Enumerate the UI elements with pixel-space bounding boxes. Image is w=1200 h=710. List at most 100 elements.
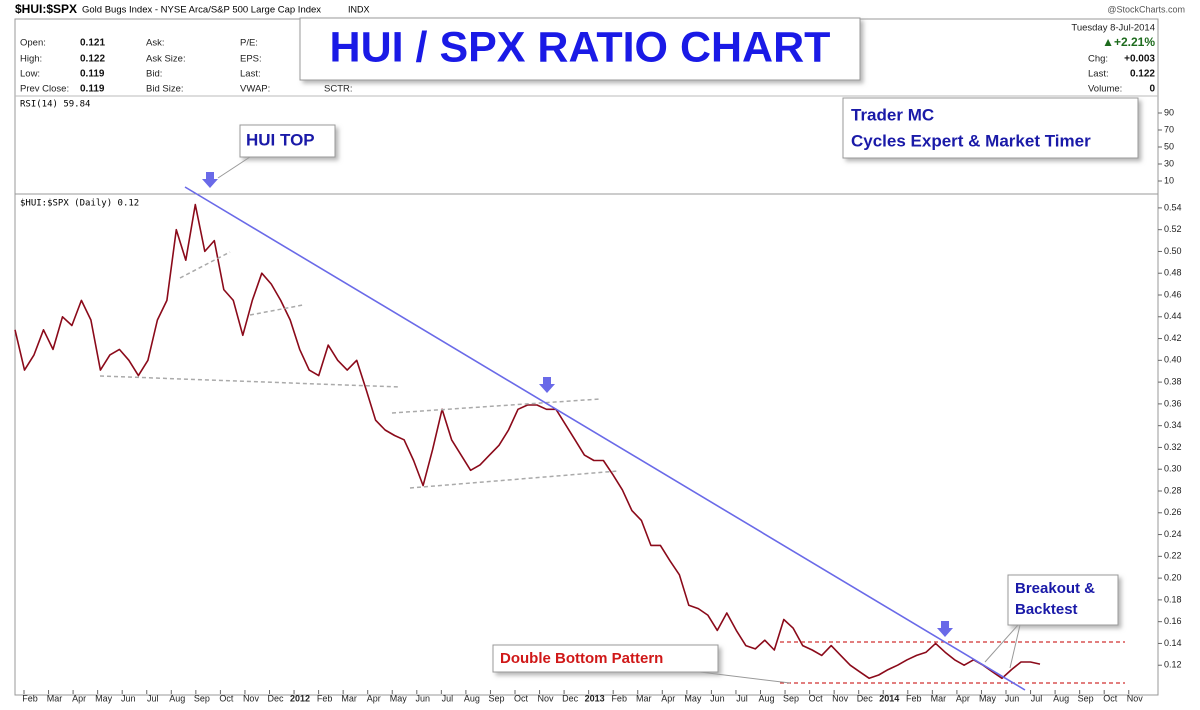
x-tick-label: Aug xyxy=(758,693,774,703)
y-tick-label: 0.28 xyxy=(1164,485,1182,495)
y-tick-label: 30 xyxy=(1164,158,1174,168)
y-tick-label: 0.40 xyxy=(1164,355,1182,365)
arrows xyxy=(202,172,953,637)
quote-label: High: xyxy=(20,54,42,65)
quote-value: 0.119 xyxy=(80,69,105,80)
legend: $HUI:$SPX (Daily) 0.12 xyxy=(20,199,139,209)
x-tick-label: Jun xyxy=(416,693,431,703)
quote-label: Prev Close: xyxy=(20,84,69,95)
quote-value: 0.122 xyxy=(1130,69,1155,80)
trendline xyxy=(184,186,1026,691)
y-tick-label: 0.12 xyxy=(1164,660,1182,670)
x-tick-label: Aug xyxy=(169,693,185,703)
plot: 10 30 50 70 90 0.12 0.14 0.16 0.18 0.20 0.22 0.24 0.… xyxy=(14,107,1182,703)
y-tick-label: 0.36 xyxy=(1164,398,1182,408)
y-tick-label: 0.14 xyxy=(1164,638,1182,648)
annotation: Trader MC xyxy=(851,105,934,124)
x-tick-label: Oct xyxy=(1103,693,1118,703)
quote-label: Ask Size: xyxy=(146,54,186,65)
y-tick-label: 0.22 xyxy=(1164,551,1182,561)
x-tick-label: 2012 xyxy=(290,693,310,703)
x-tick-label: Oct xyxy=(514,693,529,703)
y-tick-label: 0.24 xyxy=(1164,529,1182,539)
y-tick-label: 0.34 xyxy=(1164,420,1182,430)
quote-label: Chg: xyxy=(1088,54,1108,65)
x-tick-label: Feb xyxy=(611,693,627,703)
x-tick-label: Nov xyxy=(832,693,849,703)
y-tick-label: 0.38 xyxy=(1164,376,1182,386)
x-tick-label: Sep xyxy=(488,693,504,703)
support-lines xyxy=(780,641,1125,684)
quote-label: Last: xyxy=(1088,69,1109,80)
x-tick-label: Mar xyxy=(341,693,357,703)
y-tick-label: 90 xyxy=(1164,107,1174,117)
quote-value: +0.003 xyxy=(1124,54,1155,65)
chart-title: HUI / SPX RATIO CHART xyxy=(330,23,831,71)
x-tick-label: Aug xyxy=(1053,693,1069,703)
x-tick-label: Mar xyxy=(931,693,947,703)
annotation: Double Bottom Pattern xyxy=(500,650,663,667)
pattern-lines xyxy=(99,251,619,489)
quote-value: 0 xyxy=(1149,84,1155,95)
change-pct: ▲+2.21% xyxy=(1102,35,1155,49)
x-tick-label: Apr xyxy=(367,693,381,703)
y-tick-label: 0.20 xyxy=(1164,572,1182,582)
x-tick-label: Feb xyxy=(906,693,922,703)
y-tick-label: 0.16 xyxy=(1164,616,1182,626)
x-tick-label: Sep xyxy=(194,693,210,703)
x-tick-label: Dec xyxy=(267,693,284,703)
x-tick-label: May xyxy=(684,693,702,703)
quote-value: 0.122 xyxy=(80,54,105,65)
y-tick-label: 0.50 xyxy=(1164,246,1182,256)
x-tick-label: Jul xyxy=(442,693,454,703)
x-tick-label: Feb xyxy=(22,693,38,703)
x-tick-label: Apr xyxy=(661,693,675,703)
x-tick-label: Feb xyxy=(317,693,333,703)
x-tick-label: Apr xyxy=(956,693,970,703)
y-tick-label: 0.54 xyxy=(1164,202,1182,212)
annotation: Breakout & xyxy=(1015,580,1095,597)
quote-label: Ask: xyxy=(146,38,164,49)
callouts xyxy=(217,156,1021,684)
x-tick-label: 2014 xyxy=(879,693,899,703)
quote-label: Bid: xyxy=(146,69,162,80)
y-tick-label: 0.48 xyxy=(1164,268,1182,278)
annotation: Backtest xyxy=(1015,601,1078,618)
x-tick-label: Jul xyxy=(147,693,159,703)
symbol: $HUI:$SPX xyxy=(15,2,77,16)
x-tick-label: Jul xyxy=(1031,693,1043,703)
x-tick-label: Nov xyxy=(243,693,260,703)
annotation: HUI TOP xyxy=(246,130,315,149)
annotation: Cycles Expert & Market Timer xyxy=(851,131,1091,150)
quote-label: Open: xyxy=(20,38,46,49)
description: Gold Bugs Index - NYSE Arca/S&P 500 Larg… xyxy=(82,5,321,16)
x-tick-label: Nov xyxy=(538,693,555,703)
x-tick-label: Jun xyxy=(1005,693,1020,703)
y-tick-label: 0.18 xyxy=(1164,594,1182,604)
quote-label: Bid Size: xyxy=(146,84,184,95)
y-tick-label: 0.30 xyxy=(1164,464,1182,474)
x-tick-label: Sep xyxy=(783,693,799,703)
x-tick-label: Apr xyxy=(72,693,86,703)
y-tick-label: 0.46 xyxy=(1164,289,1182,299)
quote-date: Tuesday 8-Jul-2014 xyxy=(1071,23,1155,34)
quote-label: SCTR: xyxy=(324,84,353,95)
y-tick-label: 0.42 xyxy=(1164,333,1182,343)
quote-label: Last: xyxy=(240,69,261,80)
x-tick-label: 2013 xyxy=(585,693,605,703)
x-tick-label: Mar xyxy=(636,693,652,703)
quote-label: EPS: xyxy=(240,54,262,65)
y-tick-label: 0.26 xyxy=(1164,507,1182,517)
x-tick-label: May xyxy=(95,693,113,703)
x-tick-label: Jun xyxy=(121,693,136,703)
source: @StockCharts.com xyxy=(1107,4,1185,14)
y-tick-label: 50 xyxy=(1164,141,1174,151)
x-tick-label: Aug xyxy=(464,693,480,703)
y-tick-label: 0.44 xyxy=(1164,311,1182,321)
x-tick-label: Dec xyxy=(562,693,579,703)
price-line xyxy=(14,203,1041,680)
x-tick-label: May xyxy=(390,693,408,703)
annotation-boxes xyxy=(239,17,1139,673)
quote-label: Volume: xyxy=(1088,84,1122,95)
